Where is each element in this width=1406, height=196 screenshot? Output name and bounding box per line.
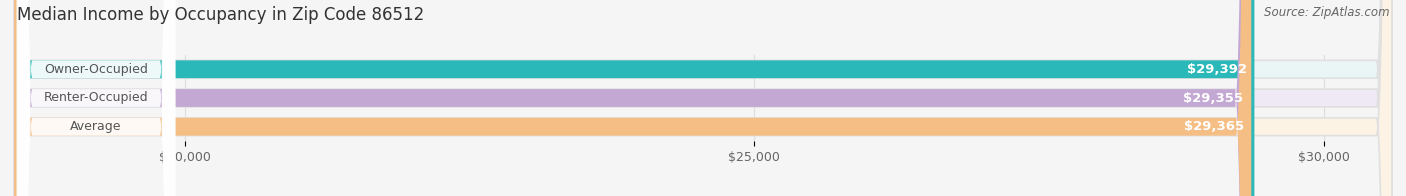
FancyBboxPatch shape <box>14 0 1392 196</box>
FancyBboxPatch shape <box>14 0 1251 196</box>
Text: $29,392: $29,392 <box>1188 63 1247 76</box>
FancyBboxPatch shape <box>14 0 1392 196</box>
Text: Renter-Occupied: Renter-Occupied <box>44 92 149 104</box>
FancyBboxPatch shape <box>14 0 1254 196</box>
FancyBboxPatch shape <box>17 0 176 196</box>
Text: $29,355: $29,355 <box>1184 92 1243 104</box>
Text: $29,365: $29,365 <box>1184 120 1244 133</box>
FancyBboxPatch shape <box>14 0 1392 196</box>
Text: Source: ZipAtlas.com: Source: ZipAtlas.com <box>1264 6 1389 19</box>
Text: Median Income by Occupancy in Zip Code 86512: Median Income by Occupancy in Zip Code 8… <box>17 6 425 24</box>
Text: Owner-Occupied: Owner-Occupied <box>44 63 148 76</box>
FancyBboxPatch shape <box>17 0 176 196</box>
Text: Average: Average <box>70 120 122 133</box>
FancyBboxPatch shape <box>14 0 1250 196</box>
FancyBboxPatch shape <box>17 0 176 196</box>
